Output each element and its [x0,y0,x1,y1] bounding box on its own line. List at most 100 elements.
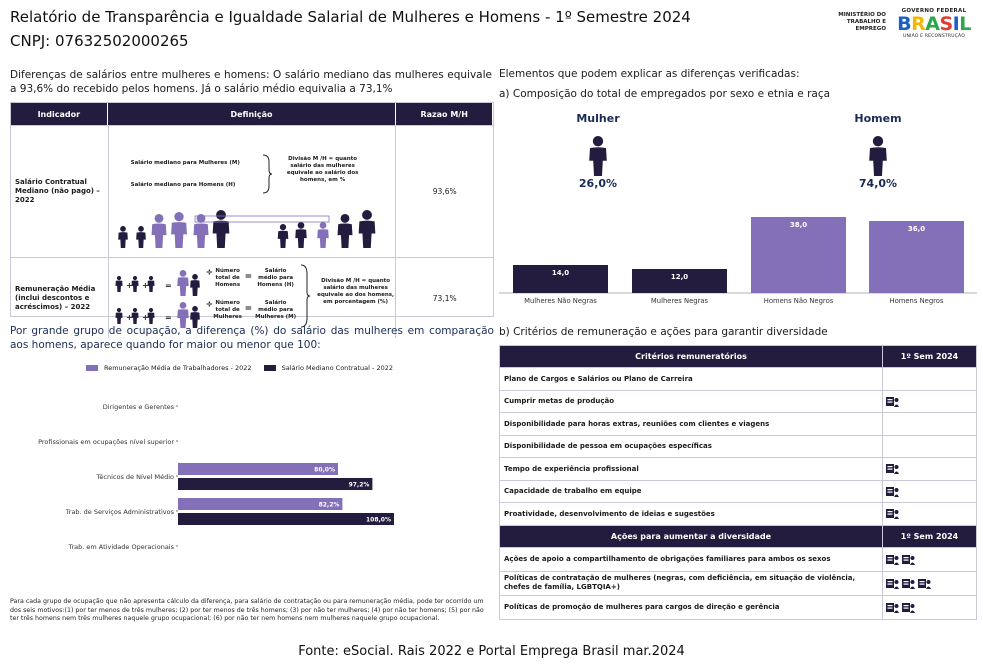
category-label: Homens Não Negros [764,297,834,305]
category-label: Profissionais em ocupações nível superio… [38,438,174,446]
criteria-table: Critérios remuneratórios 1º Sem 2024 Plano… [499,345,977,620]
check-person-icon [902,578,915,589]
person-icon [294,222,307,248]
group-label: Mulher [576,112,620,125]
cnpj: CNPJ: 07632502000265 [10,32,189,50]
indicator-row-mediano: Salário Contratual Mediano (não pago) – … [11,125,493,257]
criteria-indicator [882,389,977,413]
equals-symbol: = [244,304,253,314]
bar-remuneracao [178,463,338,475]
def-text: Salário mediano para Homens (H) [130,182,236,188]
diversity-row: Ações de apoio a compartilhamento de obr… [499,546,977,572]
government-logos: MINISTÉRIO DO TRABALHO E EMPREGO GOVERNO… [826,8,976,44]
criteria-row: Disponibilidade de pessoa em ocupações e… [499,434,977,458]
data-label: 97,2% [349,482,370,489]
indicator-label: Salário Contratual Mediano (não pago) – … [15,178,100,204]
criteria-indicator [882,479,977,503]
def-text: Divisão M /H = quanto salário das mulher… [286,156,359,183]
criteria-row: Plano de Cargos e Salários ou Plano de C… [499,367,977,391]
brasil-wordmark: BRASIL [897,13,971,35]
check-person-icon [902,602,915,613]
composition-heading: a) Composição do total de empregados por… [499,88,831,100]
header-definicao: Definição [108,103,397,125]
person-icon [589,136,607,176]
category-label: Trab. em Atividade Operacionais [67,543,174,551]
brace-icon [300,264,310,328]
people-figures-icon [117,210,375,248]
check-person-icon [902,554,915,565]
semester-col-header: 1º Sem 2024 [882,524,977,548]
person-icon [337,214,353,248]
bar-salario [178,513,394,525]
person-icon [176,270,189,296]
diversity-row: Políticas de promoção de mulheres para c… [499,594,977,620]
criteria-label: Ações de apoio a compartilhamento de obr… [499,546,883,572]
criteria-label: Proatividade, desenvolvimento de ideias … [499,502,883,526]
criteria-indicator [882,502,977,526]
occupation-heading: Por grande grupo de ocupação, a diferenç… [10,325,494,351]
group-label: Homem [854,112,901,125]
def-text: Salário médio para Mulheres (M) [255,300,297,320]
diversity-header-row: Ações para aumentar a diversidade 1º Sem … [499,524,977,548]
ministry-logo: MINISTÉRIO DO TRABALHO E EMPREGO [838,12,886,32]
group-percent: 74,0% [859,177,897,190]
data-label: 82,2% [319,502,340,509]
criteria-indicator [882,412,977,436]
plus-symbol: + [126,313,133,322]
criteria-row: Disponibilidade para horas extras, reuni… [499,412,977,436]
indicator-table: Indicador Definição Razao M/H Salário Co… [10,102,494,338]
person-icon [115,276,123,292]
criteria-label: Plano de Cargos e Salários ou Plano de C… [499,367,883,391]
criteria-col-header: Ações para aumentar a diversidade [499,524,883,548]
criteria-header-row: Critérios remuneratórios 1º Sem 2024 [499,345,977,368]
person-icon [277,224,288,248]
person-icon [316,222,329,248]
data-label: 38,0 [790,221,807,229]
bar [869,221,964,293]
indicator-value: 93,6% [432,187,457,196]
definition-cell: + + = + + = ÷ Número total de Homens = Salári… [107,258,397,338]
group-percent: 26,0% [579,177,617,190]
page-title: Relatório de Transparência e Igualdade S… [10,8,691,26]
gov-top-text: GOVERNO FEDERAL [901,8,967,14]
criteria-indicator [882,546,977,572]
criteria-indicator [882,457,977,481]
criteria-row: Capacidade de trabalho em equipe [499,479,977,503]
criteria-indicator [882,367,977,391]
brace-icon [262,154,272,194]
person-icon [135,226,146,248]
divide-symbol: ÷ [205,268,214,278]
criteria-row: Tempo de experiência profissional [499,457,977,481]
bar [751,217,846,293]
bar-remuneracao [178,498,343,510]
indicator-table-header: Indicador Definição Razao M/H [11,103,493,125]
def-text: Divisão M /H = quanto salário das mulher… [317,278,395,305]
indicator-row-media: Remuneração Média (inclui descontos e ac… [11,257,493,338]
criteria-label: Tempo de experiência profissional [499,457,883,481]
bar [632,269,727,293]
category-label: Trab. de Serviços Administrativos [65,508,175,516]
criteria-label: Disponibilidade para horas extras, reuni… [499,412,883,436]
indicator-label: Remuneração Média (inclui descontos e ac… [15,284,96,311]
def-text: Salário médio para Homens (H) [257,268,294,288]
legend-label-remuneracao: Remuneração Média de Trabalhadores - 202… [104,364,252,372]
bar-salario [178,478,373,490]
person-icon [170,212,187,248]
category-label: Mulheres Não Negras [524,297,597,305]
check-person-icon [886,509,899,520]
criteria-label: Capacidade de trabalho em equipe [499,479,883,503]
header-razao: Razao M/H [396,103,493,125]
person-icon [176,302,189,328]
person-icon [131,276,139,292]
equals-symbol: = [244,272,253,282]
check-person-icon [886,602,899,613]
plus-symbol: + [142,313,149,322]
check-person-icon [918,578,931,589]
criteria-label: Políticas de promoção de mulheres para c… [499,594,883,620]
equals-symbol: = [165,313,172,322]
source-note: Fonte: eSocial. Rais 2022 e Portal Empre… [298,644,685,659]
person-icon [189,274,200,296]
data-label: 14,0 [552,269,569,277]
semester-col-header: 1º Sem 2024 [882,345,977,368]
person-icon [869,136,887,176]
